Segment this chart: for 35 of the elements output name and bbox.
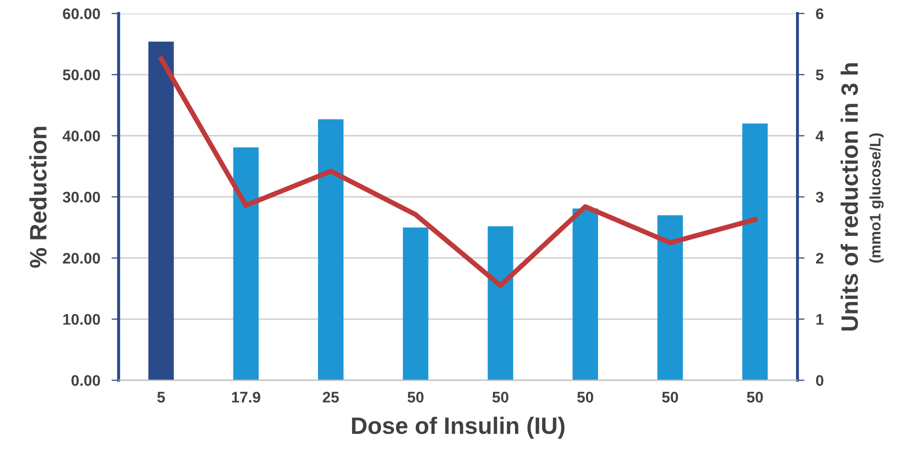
x-tick-label: 50 [746, 392, 763, 403]
bar [318, 119, 344, 380]
x-tick-label: 50 [662, 392, 678, 403]
y2-tick-label: 3 [816, 192, 824, 203]
y2-tick-label: 2 [816, 252, 824, 264]
x-tick-label: 50 [577, 392, 594, 403]
y-axis-title: % Reduction [29, 126, 47, 268]
y2-tick-label: 5 [816, 70, 824, 80]
bar [402, 227, 428, 380]
y-tick-label: 20.00 [62, 252, 100, 264]
y2-tick-label: 1 [816, 314, 824, 325]
bar [488, 226, 514, 380]
y2-axis-title: Units of reduction in 3 h [840, 63, 858, 331]
x-tick-label: 17.9 [232, 392, 260, 403]
bar [657, 215, 683, 380]
x-axis-title: Dose of Insulin (IU) [352, 416, 564, 439]
y-tick-label: 0.00 [71, 375, 100, 386]
x-tick-label: 5 [157, 392, 165, 403]
y2-tick-label: 6 [816, 8, 824, 20]
y-tick-label: 30.00 [62, 192, 100, 203]
bar [742, 124, 768, 380]
line-series [158, 56, 758, 288]
y-tick-label: 10.00 [63, 314, 100, 325]
y-tick-label: 50.00 [62, 69, 100, 80]
x-tick-label: 25 [322, 392, 339, 403]
y2-tick-label: 4 [816, 130, 824, 142]
bar [148, 42, 174, 380]
text: (mmo1 glucose/L) [869, 133, 884, 263]
x-tick-label: 50 [408, 392, 424, 403]
y2-tick-label: 0 [816, 375, 824, 386]
y-tick-label: 40.00 [62, 130, 100, 142]
bar [572, 208, 598, 380]
y-tick-label: 60.00 [62, 8, 100, 20]
x-tick-label: 50 [492, 392, 508, 403]
bar [233, 147, 259, 380]
